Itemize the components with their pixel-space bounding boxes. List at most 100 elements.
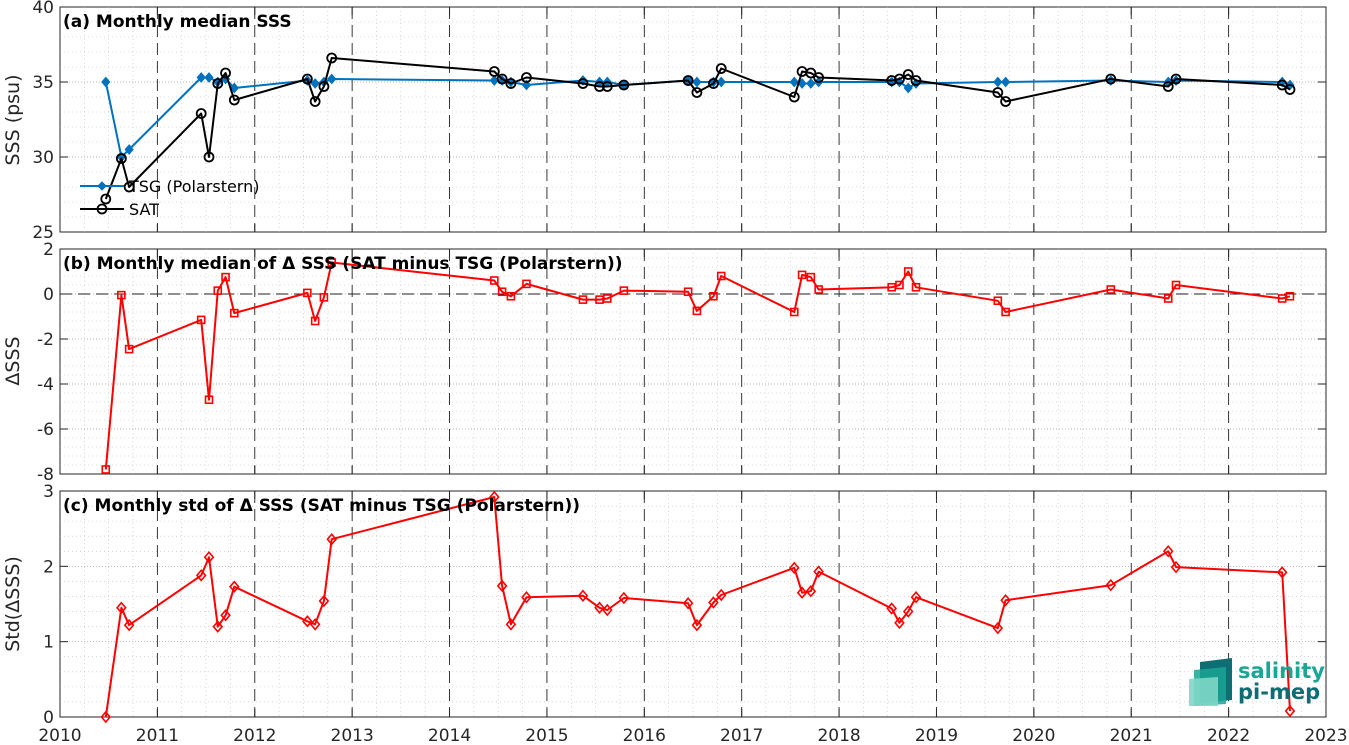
data-point-diamond [1170,560,1182,574]
series-line [104,261,1291,470]
data-point-square [993,296,1003,306]
data-point-square [124,344,134,354]
panel-a-title: (a) Monthly median SSS [63,12,292,32]
y-tick-label: -2 [37,330,54,350]
data-point-diamond [894,76,905,88]
data-point-diamond [505,618,517,631]
data-point-diamond [602,603,613,617]
x-tick-label: 2011 [136,726,179,745]
data-point-circle [902,69,914,80]
data-point-square [213,286,223,295]
x-tick-label: 2021 [1110,726,1153,745]
data-point-square [221,272,230,282]
panel-a-ylabel: SSS (psu) [2,74,24,165]
y-tick-label: 2 [43,240,54,260]
y-tick-label: -8 [37,465,54,485]
y-tick-label: 30 [32,148,54,168]
data-point-square [310,316,320,326]
data-point-diamond [318,594,330,608]
data-point-diamond [682,597,694,610]
data-point-diamond [310,78,320,89]
data-point-diamond [692,76,702,88]
data-point-diamond [886,602,897,615]
data-point-square [204,395,214,405]
data-point-circle [910,75,922,86]
data-point-circle [318,81,330,92]
data-point-circle [1170,73,1182,85]
data-point-diamond [708,596,719,609]
data-point-diamond [326,532,338,546]
data-point-circle [326,52,338,64]
x-tick-label: 2012 [233,726,276,745]
data-point-circle [708,78,719,89]
data-point-diamond [302,615,313,628]
data-point-circle [1284,84,1296,95]
data-point-diamond [521,590,532,604]
data-point-circle [715,63,727,74]
data-point-circle [496,73,508,85]
data-point-square [490,276,499,285]
panel-c-title: (c) Monthly std of Δ SSS (SAT minus TSG … [63,496,580,516]
data-point-circle [100,193,112,205]
data-point-circle [115,153,127,164]
data-point-circle [228,94,240,106]
data-point-diamond [100,710,112,724]
legend-tsg-marker [97,181,107,191]
data-point-square [101,465,111,474]
data-point-diamond [124,144,134,155]
data-point-diamond [992,621,1004,635]
data-point-square [692,306,702,316]
data-point-square [911,282,921,292]
data-point-circle [601,81,613,92]
data-point-square [789,307,799,317]
data-point-diamond [805,584,817,598]
data-point-diamond [715,588,727,602]
data-point-circle [1000,96,1012,107]
data-point-square [522,279,531,289]
data-point-circle [805,67,817,79]
x-tick-label: 2013 [331,726,374,745]
panel-b-title: (b) Monthly median of Δ SSS (SAT minus T… [63,254,623,274]
data-point-circle [220,67,231,79]
data-point-diamond [204,72,214,83]
data-point-diamond [327,73,337,85]
data-point-diamond [789,76,799,88]
data-point-circle [521,72,532,83]
data-point-square [797,270,807,280]
wave-stack-icon [1189,658,1232,706]
data-point-circle [788,91,800,103]
data-point-diamond [594,601,605,615]
data-point-square [230,308,239,318]
x-tick-label: 2022 [1207,726,1250,745]
data-point-diamond [489,490,500,504]
y-tick-label: 35 [32,73,54,93]
data-point-diamond [229,580,240,593]
logo-text-salinity: salinity [1238,659,1325,683]
data-point-circle [682,75,694,86]
series-line [104,496,1291,718]
data-point-square [578,295,588,304]
y-tick-label: 1 [43,633,54,653]
data-point-diamond [1284,704,1296,718]
data-point-circle [488,66,500,77]
data-point-circle [1105,73,1117,85]
data-point-diamond [309,618,321,631]
x-tick-label: 2023 [1304,726,1347,745]
data-point-square [196,315,206,325]
logo-text-pi-mep: pi-mep [1238,680,1320,704]
data-point-square [895,280,904,290]
data-point-diamond [577,589,589,602]
data-point-circle [577,78,589,89]
data-point-diamond [1162,545,1174,558]
x-tick-label: 2019 [915,726,958,745]
x-tick-label: 2016 [623,726,666,745]
data-point-square [806,272,816,282]
data-point-diamond [806,78,816,89]
x-tick-label: 2014 [428,726,471,745]
data-point-circle [1276,79,1288,91]
data-point-square [303,288,312,298]
legend-sat-label: SAT [129,200,159,219]
data-point-square [683,287,693,297]
x-tick-label: 2020 [1012,726,1055,745]
data-point-circle [886,75,898,86]
